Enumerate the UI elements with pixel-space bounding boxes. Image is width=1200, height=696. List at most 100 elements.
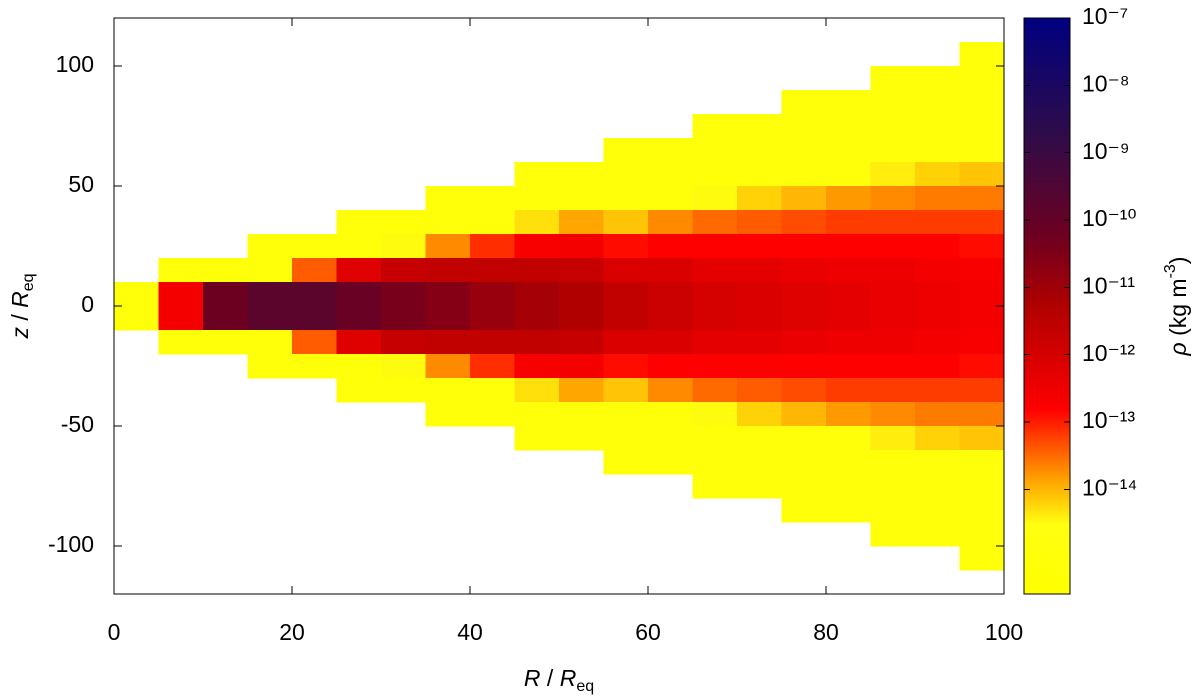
heatmap-cell [915, 426, 961, 451]
heatmap-cell [514, 426, 560, 451]
heatmap-cell [603, 138, 649, 163]
heatmap-cell [826, 474, 872, 499]
heatmap-cell [603, 378, 649, 403]
c-label-part: (kg m [1165, 278, 1191, 342]
heatmap-cell [648, 378, 694, 403]
heatmap-cell [692, 306, 738, 331]
heatmap-cell [692, 450, 738, 475]
heatmap-cell [870, 522, 916, 547]
heatmap-cell [425, 354, 471, 379]
heatmap-cell [959, 138, 1005, 163]
heatmap-cell [692, 114, 738, 139]
heatmap-cell [737, 162, 783, 187]
heatmap-cell [692, 210, 738, 235]
heatmap [114, 42, 1005, 571]
heatmap-cell [915, 258, 961, 283]
heatmap-cell [870, 498, 916, 523]
y-label-part: / [7, 308, 33, 327]
heatmap-cell [781, 306, 827, 331]
heatmap-cell [648, 258, 694, 283]
heatmap-cell [737, 354, 783, 379]
heatmap-cell [781, 234, 827, 259]
heatmap-cell [870, 138, 916, 163]
heatmap-cell [247, 306, 293, 331]
heatmap-cell [203, 258, 249, 283]
heatmap-cell [826, 210, 872, 235]
heatmap-cell [826, 450, 872, 475]
heatmap-cell [381, 354, 427, 379]
heatmap-cell [158, 306, 204, 331]
heatmap-cell [959, 282, 1005, 307]
heatmap-cell [470, 258, 516, 283]
heatmap-cell [292, 330, 338, 355]
colorbar-tick-label: 10⁻⁸ [1082, 70, 1129, 96]
heatmap-cell [648, 354, 694, 379]
heatmap-cell [648, 306, 694, 331]
y-axis-label: z / Req [7, 273, 37, 339]
heatmap-cell [692, 402, 738, 427]
heatmap-cell [781, 186, 827, 211]
y-tick-label: 0 [81, 291, 94, 317]
heatmap-cell [603, 402, 649, 427]
heatmap-cell [870, 426, 916, 451]
heatmap-cell [514, 354, 560, 379]
heatmap-cell [826, 90, 872, 115]
heatmap-cell [470, 306, 516, 331]
heatmap-cell [870, 450, 916, 475]
heatmap-cell [648, 450, 694, 475]
heatmap-cell [737, 402, 783, 427]
heatmap-cell [826, 138, 872, 163]
heatmap-cell [959, 90, 1005, 115]
heatmap-cell [826, 282, 872, 307]
heatmap-cell [114, 306, 160, 331]
heatmap-cell [737, 450, 783, 475]
y-label-part: z [7, 327, 33, 340]
heatmap-cell [648, 282, 694, 307]
heatmap-cell [559, 282, 605, 307]
heatmap-cell [514, 162, 560, 187]
colorbar-label: ρ (kg m-3) [1162, 257, 1191, 357]
heatmap-cell [870, 90, 916, 115]
heatmap-cell [737, 378, 783, 403]
heatmap-cell [737, 258, 783, 283]
c-label-part: -3 [1162, 264, 1179, 278]
colorbar-tick-label: 10⁻¹¹ [1082, 272, 1135, 298]
heatmap-cell [381, 234, 427, 259]
heatmap-cell [870, 162, 916, 187]
heatmap-cell [781, 138, 827, 163]
heatmap-cell [870, 210, 916, 235]
heatmap-cell [915, 66, 961, 91]
heatmap-cell [514, 378, 560, 403]
heatmap-cell [781, 282, 827, 307]
heatmap-cell [870, 258, 916, 283]
heatmap-cell [781, 90, 827, 115]
heatmap-cell [870, 306, 916, 331]
c-label-part: ρ [1165, 342, 1191, 356]
heatmap-cell [692, 258, 738, 283]
heatmap-cell [959, 162, 1005, 187]
heatmap-cell [959, 522, 1005, 547]
heatmap-cell [692, 282, 738, 307]
heatmap-cell [603, 162, 649, 187]
heatmap-cell [559, 258, 605, 283]
heatmap-cell [692, 426, 738, 451]
heatmap-cell [959, 354, 1005, 379]
heatmap-cell [915, 234, 961, 259]
heatmap-cell [559, 162, 605, 187]
heatmap-cell [781, 378, 827, 403]
heatmap-cell [692, 234, 738, 259]
heatmap-cell [648, 186, 694, 211]
heatmap-cell [959, 258, 1005, 283]
heatmap-cell [559, 210, 605, 235]
heatmap-cell [648, 138, 694, 163]
heatmap-cell [915, 210, 961, 235]
x-label-part: eq [576, 678, 594, 695]
heatmap-cell [826, 378, 872, 403]
heatmap-cell [559, 354, 605, 379]
x-tick-label: 100 [985, 619, 1023, 645]
heatmap-cell [781, 210, 827, 235]
heatmap-cell [114, 282, 160, 307]
colorbar-tick-label: 10⁻¹⁴ [1082, 475, 1137, 501]
heatmap-cell [559, 426, 605, 451]
heatmap-cell [514, 282, 560, 307]
